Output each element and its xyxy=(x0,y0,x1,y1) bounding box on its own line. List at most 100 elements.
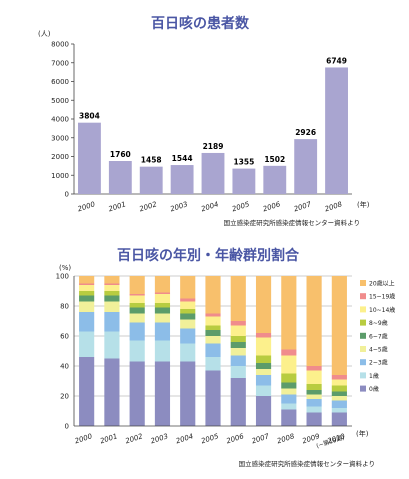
chart1-data-label: 1458 xyxy=(141,156,162,165)
chart1-data-label: 6749 xyxy=(326,56,347,65)
chart2-legend: 20歳以上 15~19歳 10~14歳 8~9歳 6~7歳 4~5歳 2~3歳 1歳 0歳 xyxy=(360,280,395,393)
chart1-source: 国立感染症研究所感染症情報センター資料より xyxy=(224,218,360,227)
chart2-bar-segment xyxy=(180,313,196,320)
chart2-bar-segment xyxy=(154,307,171,314)
chart2-bar-segment xyxy=(255,333,272,338)
chart2-y-tick-label: 20 xyxy=(60,393,69,401)
chart1-y-tick-label: 4000 xyxy=(51,116,69,124)
chart2-legend-swatch xyxy=(360,280,366,286)
chart2-bar-segment xyxy=(306,366,322,371)
chart2-bar-segment xyxy=(154,340,171,362)
chart2-x-tick-label: 2001 xyxy=(99,432,118,445)
chart2-bar-segment xyxy=(230,355,246,366)
chart2-legend-label: 0歳 xyxy=(369,385,379,393)
chart2-bar-segment xyxy=(154,322,171,341)
chart2-legend-swatch xyxy=(360,346,366,352)
chart2-bar-segment xyxy=(230,366,246,378)
chart1-bar xyxy=(78,122,101,194)
chart2-legend-label: 20歳以上 xyxy=(369,280,395,288)
chart2-bar-segment xyxy=(129,303,145,308)
chart2-bar-segment xyxy=(104,291,120,296)
chart2-bar-segment xyxy=(104,276,120,284)
chart2-bar-segment xyxy=(180,309,196,314)
chart2-legend-label: 15~19歳 xyxy=(369,293,395,301)
chart2-legend-swatch xyxy=(360,319,366,326)
chart1-y-tick-label: 1000 xyxy=(51,172,69,180)
chart2-bar-segment xyxy=(129,295,145,303)
chart2-bar-segment xyxy=(154,313,171,323)
chart2-bar-segment xyxy=(104,295,120,302)
chart2-bar-segment xyxy=(281,403,297,410)
chart2-bar-segment xyxy=(205,330,221,336)
chart2-bar-segment xyxy=(205,276,221,314)
chart1-bar xyxy=(263,165,287,194)
chart1-bar xyxy=(325,67,348,194)
chart2-bar-segment xyxy=(306,384,322,390)
chart2-y-unit: (%) xyxy=(59,264,71,272)
chart1-data-label: 1544 xyxy=(172,154,193,163)
chart1-y-unit: (人) xyxy=(38,30,51,38)
chart2-bar-segment xyxy=(281,355,297,374)
chart2-x-tick-label: 2004 xyxy=(175,432,194,445)
chart2-bar-segment xyxy=(129,313,145,323)
chart2-bar-segment xyxy=(306,406,322,413)
chart2-x-tick-label: 2002 xyxy=(124,432,144,445)
chart2-y-tick-label: 0 xyxy=(65,423,69,431)
chart2-bar-segment xyxy=(255,355,272,363)
chart2-bar-segment xyxy=(205,357,221,371)
chart1-data-label: 3804 xyxy=(79,112,100,121)
chart2-bar-segment xyxy=(154,361,171,426)
chart2-source: 国立感染症研究所感染症情報センター資料より xyxy=(239,459,375,468)
chart2-bar-segment xyxy=(79,312,95,332)
chart2-bar-segment xyxy=(331,400,347,408)
chart2-bar-segment xyxy=(104,331,120,359)
chart1-x-tick-label: 2008 xyxy=(324,200,344,213)
chart2-bar-segment xyxy=(306,394,322,399)
chart2-bar-segment xyxy=(331,375,347,380)
chart2-bar-segment xyxy=(180,298,196,302)
chart2-bar-segment xyxy=(154,294,171,303)
chart2-bar-segment xyxy=(281,373,297,383)
chart2-bars xyxy=(79,276,347,426)
chart1-y-tick-label: 5000 xyxy=(51,97,69,105)
chart2-y-tick-label: 60 xyxy=(60,333,69,341)
chart2-x-tick-label: 2007 xyxy=(251,432,271,445)
chart2-bar-segment xyxy=(79,331,95,357)
chart1-y-tick-label: 8000 xyxy=(51,41,69,49)
chart2-bar-segment xyxy=(230,342,246,348)
chart2-bar-segment xyxy=(205,343,221,357)
chart2-bar-segment xyxy=(79,291,95,296)
chart1-y-tick-label: 6000 xyxy=(51,78,69,86)
chart1-data-label: 1355 xyxy=(233,158,254,167)
chart2-bar-segment xyxy=(331,396,347,401)
chart2-bar-segment xyxy=(281,349,297,356)
chart2-bar-segment xyxy=(306,412,322,426)
chart2-legend-swatch xyxy=(360,372,366,379)
chart2-bar-segment xyxy=(281,382,297,389)
chart2-bar-segment xyxy=(331,276,347,375)
chart1-x-unit: (年) xyxy=(357,200,370,209)
chart2-bar-segment xyxy=(180,301,196,309)
chart2-bar-segment xyxy=(230,348,246,356)
chart1-x-tick-label: 2004 xyxy=(200,200,219,213)
chart2-bar-segment xyxy=(180,328,196,344)
chart2-bar-segment xyxy=(180,276,196,299)
chart2-x-tick-label: 2003 xyxy=(150,432,169,445)
chart2-bar-segment xyxy=(205,336,221,344)
chart2-legend-swatch xyxy=(360,306,366,313)
chart2-bar-segment xyxy=(129,361,145,426)
chart1-data-label: 1502 xyxy=(264,155,285,164)
chart1-y-tick-label: 2000 xyxy=(51,153,69,161)
chart2-bar-segment xyxy=(79,357,95,426)
chart1-bar xyxy=(294,139,318,194)
chart2-bar-segment xyxy=(331,408,347,413)
chart2-legend-label: 1歳 xyxy=(369,372,379,380)
chart2-bar-segment xyxy=(281,394,297,404)
chart2-legend-swatch xyxy=(360,293,366,300)
chart2-legend-label: 6~7歳 xyxy=(369,332,388,340)
chart2-bar-segment xyxy=(255,363,272,369)
chart2-bar-segment xyxy=(306,399,322,407)
chart2-bar-segment xyxy=(154,276,171,293)
chart1-x-tick-label: 2002 xyxy=(138,200,158,213)
